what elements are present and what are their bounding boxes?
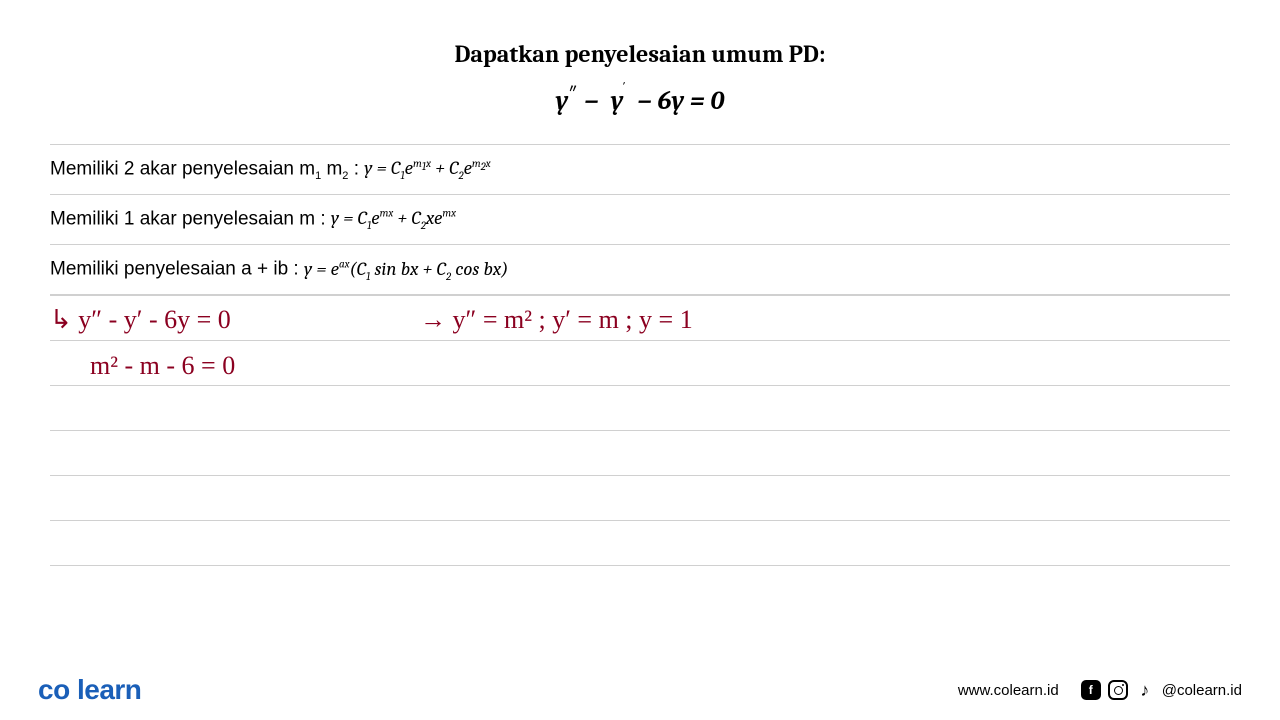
rule-two-roots: Memiliki 2 akar penyelesaian m1 m2 : y =… [50,144,1230,194]
logo-dot [70,674,77,705]
handwritten-step1-right: → y″ = m² ; y′ = m ; y = 1 [420,305,693,335]
website-url: www.colearn.id [958,682,1059,699]
social-handle: @colearn.id [1162,682,1242,699]
handwritten-step1-left: ↳ y″ - y′ - 6y = 0 [50,305,231,335]
facebook-icon: f [1081,680,1101,700]
rule3-prefix: Memiliki penyelesaian a + ib : [50,259,304,280]
rule3-formula: y = eax(C1 sin bx + C2 cos bx) [304,258,508,280]
main-content: Dapatkan penyelesaian umum PD: y〃 − y′ −… [0,0,1280,566]
logo-learn: learn [77,674,141,705]
main-equation: y〃 − y′ − 6y = 0 [50,86,1230,116]
ruled-line [50,565,1230,566]
handwriting-workspace: ↳ y″ - y′ - 6y = 0 → y″ = m² ; y′ = m ; … [50,294,1230,566]
ruled-line [50,385,1230,430]
rule2-prefix: Memiliki 1 akar penyelesaian m : [50,208,331,229]
footer: co learn www.colearn.id f ♪ @colearn.id [0,660,1280,720]
rule2-formula: y = C1emx + C2xemx [331,207,456,229]
ruled-line [50,520,1230,565]
ruled-line [50,430,1230,475]
logo-co: co [38,674,70,705]
rule1-prefix: Memiliki 2 akar penyelesaian m [50,158,315,179]
instagram-icon [1108,680,1128,700]
ruled-line [50,475,1230,520]
handwritten-step2: m² - m - 6 = 0 [90,351,235,381]
brand-logo: co learn [38,674,141,706]
rule1-formula: y = C1em1x + C2em2x [364,157,490,179]
rule-one-root: Memiliki 1 akar penyelesaian m : y = C1e… [50,194,1230,244]
tiktok-icon: ♪ [1135,680,1155,700]
social-icons: f ♪ @colearn.id [1081,680,1242,700]
rule-complex-root: Memiliki penyelesaian a + ib : y = eax(C… [50,244,1230,294]
page-title: Dapatkan penyelesaian umum PD: [50,40,1230,68]
footer-right: www.colearn.id f ♪ @colearn.id [958,680,1242,700]
